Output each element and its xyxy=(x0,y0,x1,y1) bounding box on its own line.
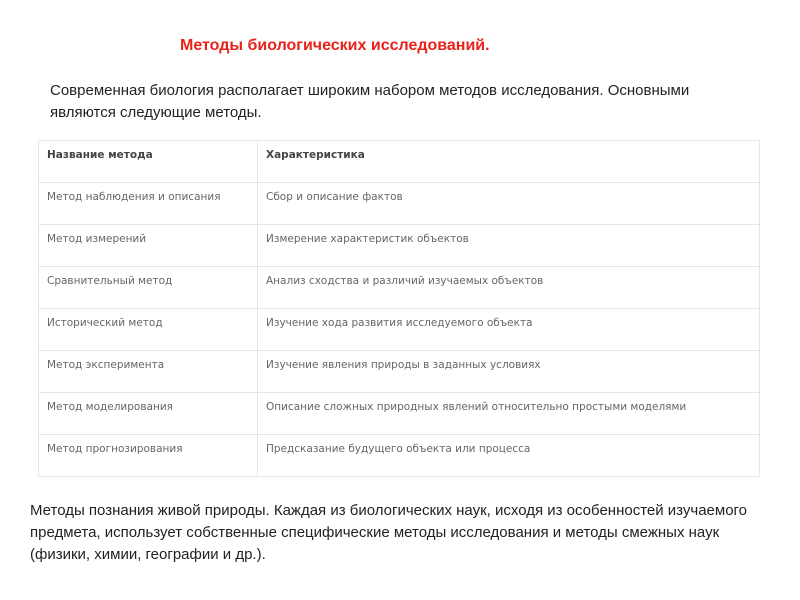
page-title: Методы биологических исследований. xyxy=(180,37,490,54)
characteristic-cell: Описание сложных природных явлений относ… xyxy=(257,392,760,435)
intro-paragraph: Современная биология располагает широким… xyxy=(50,82,690,121)
characteristic-cell: Изучение хода развития исследуемого объе… xyxy=(257,308,760,351)
table-row: Метод прогнозирования Предсказание будуще… xyxy=(38,434,760,477)
characteristic-cell: Изучение явления природы в заданных усло… xyxy=(257,350,760,393)
table-row: Метод наблюдения и описания Сбор и описан… xyxy=(38,182,760,225)
characteristic-cell: Предсказание будущего объекта или процес… xyxy=(257,434,760,477)
method-name-cell: Исторический метод xyxy=(38,308,258,351)
table-row: Метод моделирования Описание сложных прир… xyxy=(38,392,760,435)
table-row: Метод измерений Измерение характеристик о… xyxy=(38,224,760,267)
characteristic-cell: Измерение характеристик объектов xyxy=(257,224,760,267)
table-row: Исторический метод Изучение хода развития… xyxy=(38,308,760,351)
characteristic-cell: Анализ сходства и различий изучаемых объ… xyxy=(257,266,760,309)
method-name-cell: Метод прогнозирования xyxy=(38,434,258,477)
closing-paragraph: Методы познания живой природы. Каждая из… xyxy=(30,502,748,563)
methods-table: Название метода Характеристика Метод наб… xyxy=(38,140,760,477)
method-name-cell: Сравнительный метод xyxy=(38,266,258,309)
table-row: Сравнительный метод Анализ сходства и раз… xyxy=(38,266,760,309)
method-name-cell: Метод измерений xyxy=(38,224,258,267)
table-header-row: Название метода Характеристика xyxy=(38,140,760,183)
header-method-name: Название метода xyxy=(38,140,258,183)
method-name-cell: Метод моделирования xyxy=(38,392,258,435)
table-row: Метод эксперимента Изучение явления приро… xyxy=(38,350,760,393)
characteristic-cell: Сбор и описание фактов xyxy=(257,182,760,225)
method-name-cell: Метод наблюдения и описания xyxy=(38,182,258,225)
header-characteristic: Характеристика xyxy=(257,140,760,183)
method-name-cell: Метод эксперимента xyxy=(38,350,258,393)
